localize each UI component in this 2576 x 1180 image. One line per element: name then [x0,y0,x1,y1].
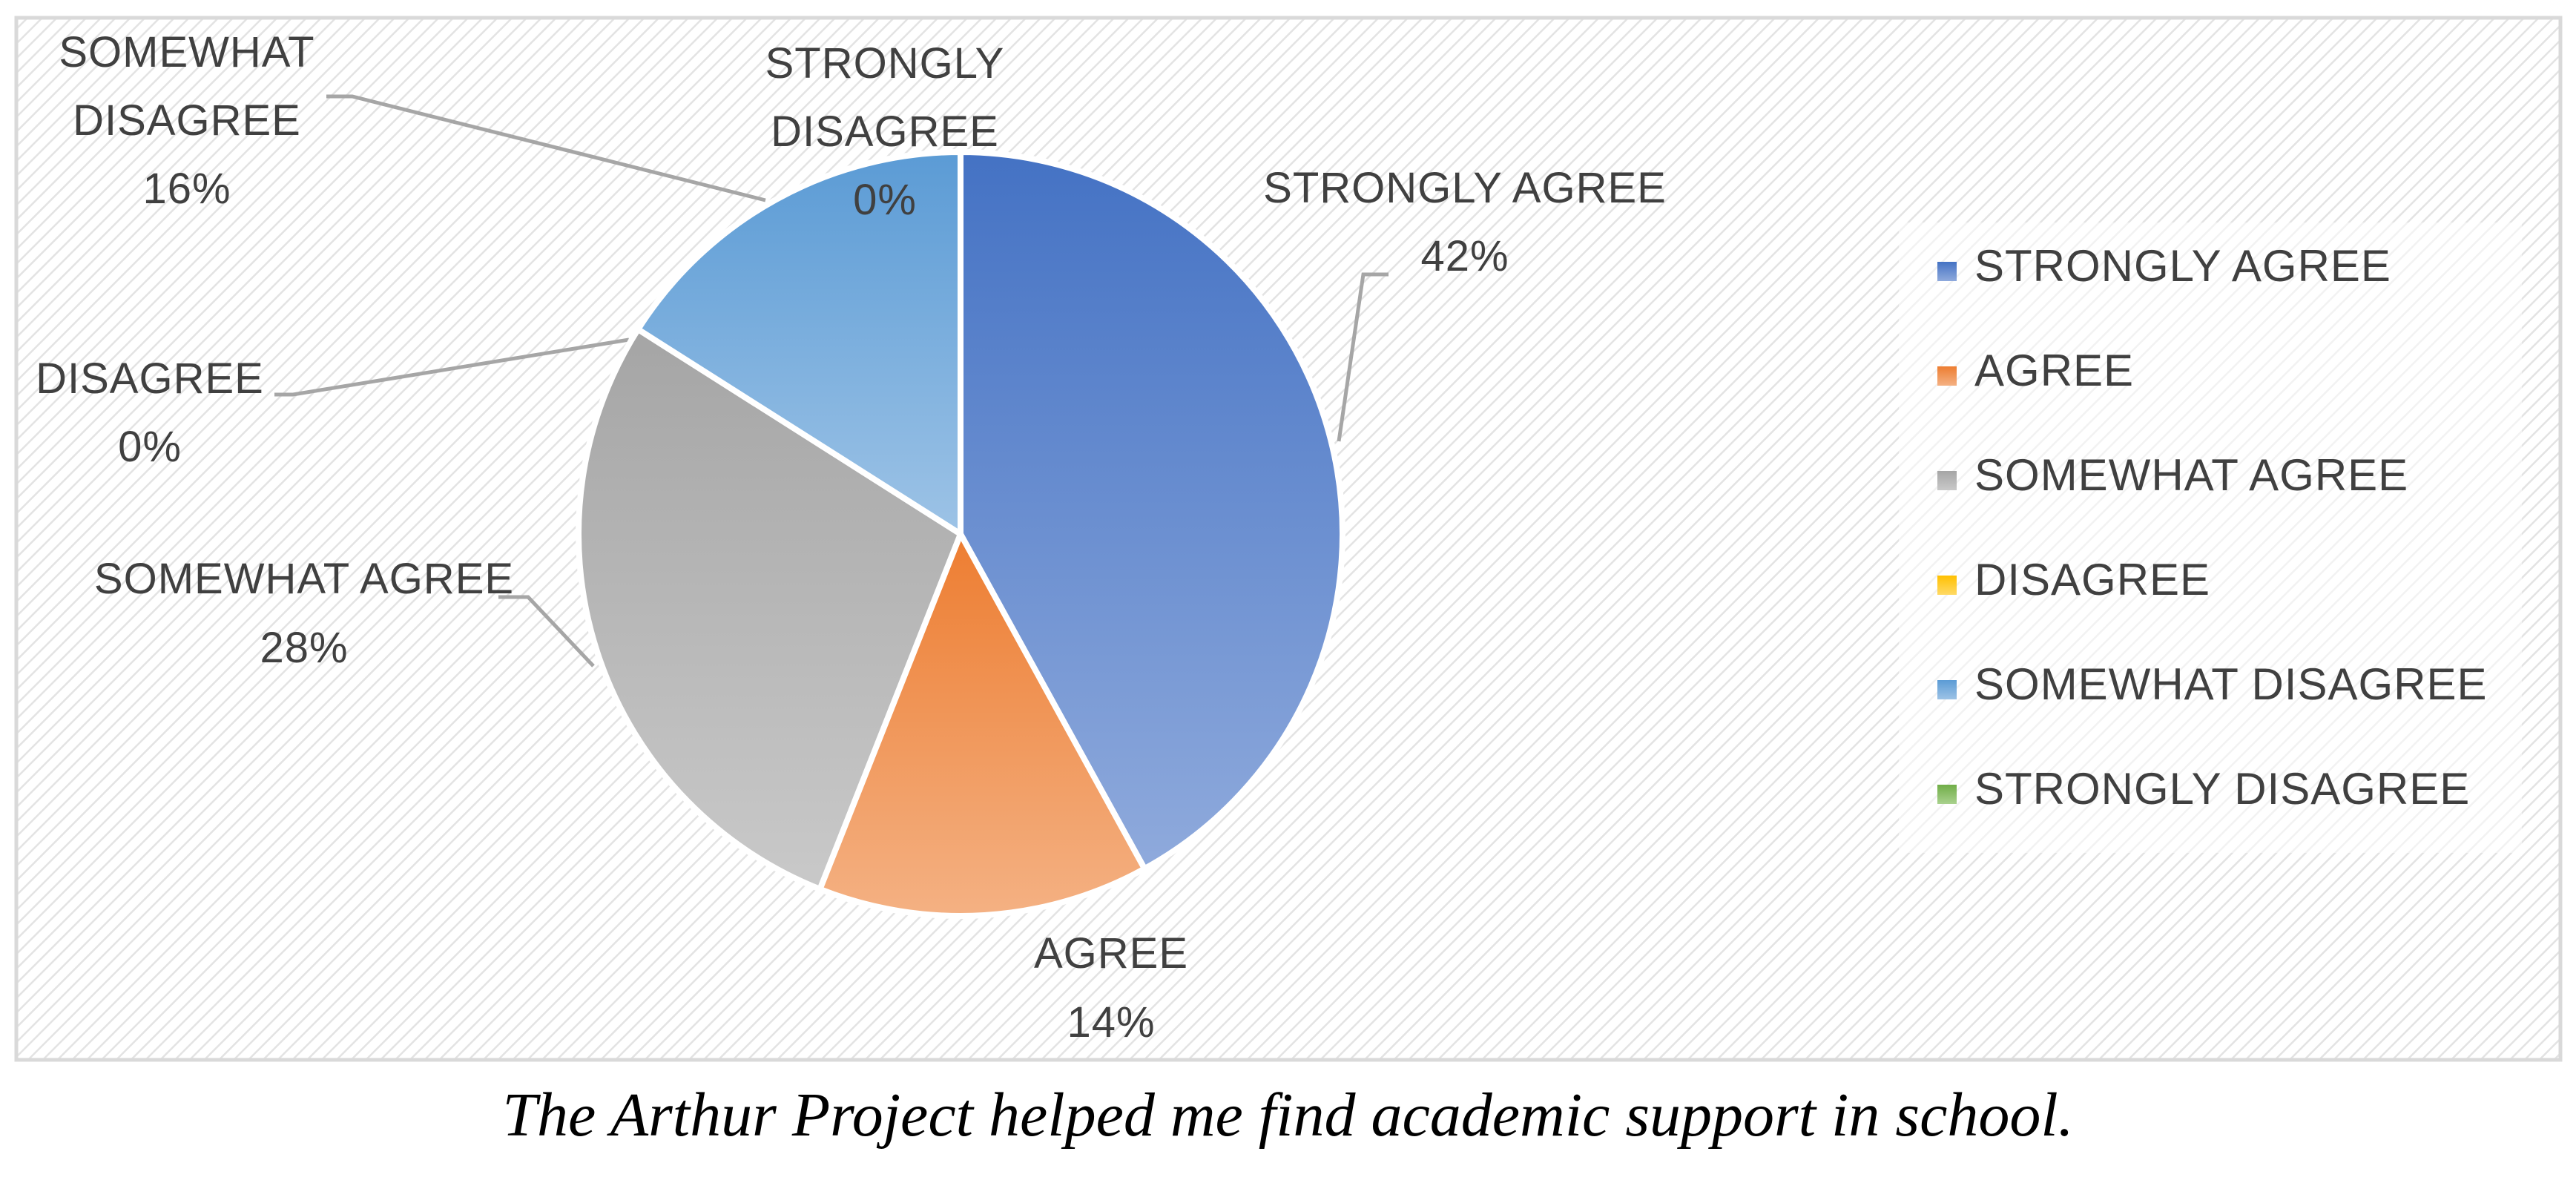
data-label-category: STRONGLY [765,39,1005,88]
pie-slice-agree [817,531,1148,919]
data-label-somewhat-agree: SOMEWHAT AGREE 28% [94,555,514,672]
leader-line-somewhat-agree [498,595,595,668]
data-label-category: AGREE [1034,929,1188,978]
legend: STRONGLY AGREE AGREE SOMEWHAT AGREE DISAGRE… [1937,241,2488,814]
data-label-percent: 42% [1420,232,1509,280]
legend-label: AGREE [1974,346,2134,395]
data-label-percent: 28% [260,624,348,672]
data-label-category: SOMEWHAT AGREE [94,555,514,603]
data-labels: STRONGLY AGREE 42% AGREE 14% SOMEWHAT AGREE 2… [36,28,1667,1046]
legend-label: STRONGLY AGREE [1974,241,2391,291]
data-label-category: DISAGREE [771,108,999,156]
leader-line-somewhat-disagree [326,94,766,202]
leader-line-strongly-agree [1337,272,1389,442]
data-label-somewhat-disagree: SOMEWHAT DISAGREE 16% [59,28,314,213]
data-label-category: DISAGREE [36,355,264,403]
data-label-category: DISAGREE [73,96,301,145]
data-label-disagree: DISAGREE 0% [36,355,264,471]
legend-item-strongly-disagree: STRONGLY DISAGREE [1937,764,2470,814]
legend-item-agree: AGREE [1937,346,2134,395]
pie-slice-somewhat-agree [576,326,963,892]
legend-swatch [1937,262,1957,281]
legend-label: DISAGREE [1974,555,2210,604]
legend-item-somewhat-agree: SOMEWHAT AGREE [1937,450,2408,500]
legend-box [1899,223,2522,853]
pie-slice-strongly-agree [958,149,1345,872]
legend-swatch [1937,680,1957,699]
data-label-percent: 0% [853,176,917,224]
legend-swatch [1937,785,1957,804]
legend-swatch [1937,471,1957,490]
pie-slice-somewhat-disagree [635,149,963,537]
legend-swatch [1937,366,1957,386]
data-label-strongly-disagree: STRONGLY DISAGREE 0% [765,39,1005,224]
data-label-percent: 16% [142,165,231,213]
data-label-percent: 0% [118,423,182,471]
data-label-category: SOMEWHAT [59,28,314,76]
legend-item-strongly-agree: STRONGLY AGREE [1937,241,2391,291]
data-label-strongly-agree: STRONGLY AGREE 42% [1263,164,1667,280]
figure-caption: The Arthur Project helped me find academ… [502,1081,2074,1150]
legend-label: SOMEWHAT DISAGREE [1974,659,2488,709]
legend-item-disagree: DISAGREE [1937,555,2210,604]
legend-label: STRONGLY DISAGREE [1974,764,2470,814]
pie-slices [576,149,1345,919]
data-label-percent: 14% [1067,998,1155,1046]
legend-item-somewhat-disagree: SOMEWHAT DISAGREE [1937,659,2488,709]
leader-line-disagree [274,337,630,397]
data-label-category: STRONGLY AGREE [1263,164,1667,212]
legend-swatch [1937,576,1957,595]
data-label-agree: AGREE 14% [1034,929,1188,1046]
legend-label: SOMEWHAT AGREE [1974,450,2408,500]
leader-lines [274,94,1389,668]
